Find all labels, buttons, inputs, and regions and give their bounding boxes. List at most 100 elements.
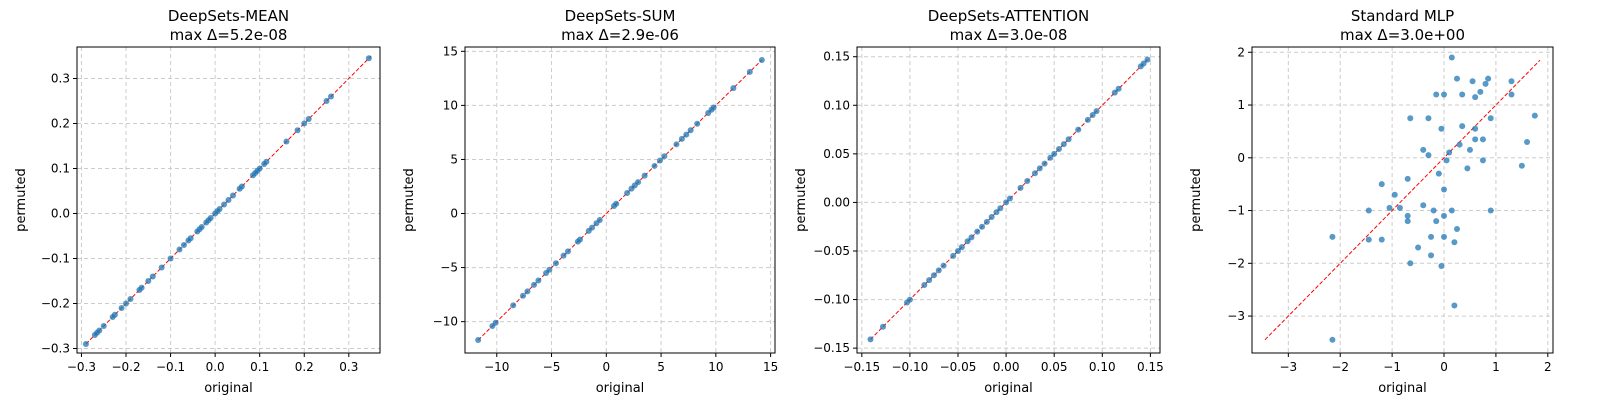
data-point	[1404, 218, 1411, 225]
data-point	[879, 323, 886, 330]
data-point	[1041, 160, 1048, 167]
x-tick-label: 0.00	[993, 360, 1020, 374]
data-point	[1060, 141, 1067, 148]
data-point	[678, 135, 685, 142]
data-point	[1438, 125, 1445, 132]
data-point	[1433, 91, 1440, 98]
data-point	[1441, 186, 1448, 193]
data-point	[1479, 157, 1486, 164]
x-tick-label: −0.05	[940, 360, 977, 374]
identity-line	[477, 59, 763, 341]
y-tick-label: 0.15	[823, 50, 850, 64]
x-tick-label: 1	[1492, 360, 1500, 374]
data-point	[930, 272, 937, 279]
data-point	[624, 189, 631, 196]
chart-subtitle: max Δ=2.9e-06	[561, 26, 679, 44]
y-tick-label: 0.10	[823, 98, 850, 112]
data-point	[82, 341, 89, 347]
data-point	[1524, 138, 1531, 145]
x-tick-label: 2	[1544, 360, 1552, 374]
data-point	[1482, 80, 1489, 87]
data-point	[1485, 75, 1492, 82]
y-tick-label: 10	[443, 98, 458, 112]
data-point	[921, 282, 928, 288]
x-tick-label: −10	[484, 360, 509, 374]
data-point	[1006, 195, 1013, 202]
data-point	[1051, 150, 1058, 157]
data-point	[683, 131, 690, 138]
x-tick-label: −2	[1331, 360, 1349, 374]
data-point	[238, 183, 245, 190]
chart-title: Standard MLP	[1351, 7, 1454, 25]
data-point	[673, 141, 680, 148]
identity-line	[1264, 59, 1541, 341]
chart-subtitle: max Δ=3.0e+00	[1340, 26, 1465, 44]
data-point	[1448, 207, 1455, 214]
data-point	[1425, 115, 1432, 122]
x-axis-label: original	[984, 381, 1033, 396]
data-point	[510, 302, 517, 309]
chart-title: DeepSets-SUM	[565, 7, 676, 25]
data-point	[123, 300, 130, 307]
y-tick-label: 5	[450, 152, 458, 166]
data-point	[1144, 56, 1151, 63]
x-tick-label: 0.05	[1041, 360, 1068, 374]
data-point	[1378, 236, 1385, 243]
data-point	[1111, 89, 1118, 96]
data-point	[256, 165, 263, 172]
x-tick-label: 0.0	[206, 360, 225, 374]
data-point	[145, 278, 152, 284]
data-point	[180, 242, 187, 248]
data-point	[138, 284, 145, 291]
data-point	[1420, 202, 1427, 209]
chart-title: DeepSets-ATTENTION	[928, 7, 1090, 25]
data-point	[1329, 233, 1336, 240]
data-point	[560, 252, 567, 259]
data-point	[564, 248, 571, 255]
y-tick-label: 0	[450, 207, 458, 221]
data-point	[1430, 207, 1437, 214]
data-point	[1472, 125, 1479, 132]
data-point	[1477, 88, 1484, 95]
data-point	[1453, 75, 1460, 82]
data-point	[596, 217, 603, 224]
data-point	[610, 202, 617, 209]
x-axis-label: original	[596, 381, 645, 396]
data-point	[301, 120, 308, 127]
plot-area	[464, 46, 776, 354]
data-point	[746, 68, 753, 75]
data-point	[1003, 199, 1010, 206]
y-tick-label: 2	[1237, 45, 1245, 59]
data-point	[1415, 244, 1422, 251]
x-tick-label: −1	[1383, 360, 1401, 374]
data-point	[263, 158, 270, 165]
data-point	[365, 55, 372, 62]
data-point	[1065, 136, 1072, 143]
data-point	[1433, 218, 1440, 225]
data-point	[1396, 204, 1403, 211]
data-point	[118, 305, 125, 311]
y-tick-label: 0.0	[51, 207, 70, 221]
x-tick-label: −0.1	[156, 360, 185, 374]
data-point	[1386, 204, 1393, 211]
x-tick-label: 0.3	[339, 360, 358, 374]
data-point	[167, 255, 174, 262]
data-point	[323, 98, 330, 104]
data-point	[1365, 236, 1372, 243]
data-point	[1404, 212, 1411, 219]
data-point	[1407, 115, 1414, 122]
data-point	[1443, 157, 1450, 164]
y-tick-label: −1	[1227, 204, 1245, 218]
data-point	[127, 296, 134, 302]
data-point	[294, 127, 301, 134]
chart-subtitle: max Δ=3.0e-08	[950, 26, 1068, 44]
data-point	[926, 277, 933, 284]
chart-panel-1: −0.3 −0.2 −0.1 0.0 0.1 0.2 0.3 −0.3 −0.2 −0.1 0.0 0…	[14, 7, 381, 396]
data-point	[955, 248, 961, 254]
data-point	[305, 116, 312, 122]
x-tick-label: 0.10	[1089, 360, 1116, 374]
data-point	[520, 292, 527, 299]
data-point	[1446, 149, 1453, 156]
